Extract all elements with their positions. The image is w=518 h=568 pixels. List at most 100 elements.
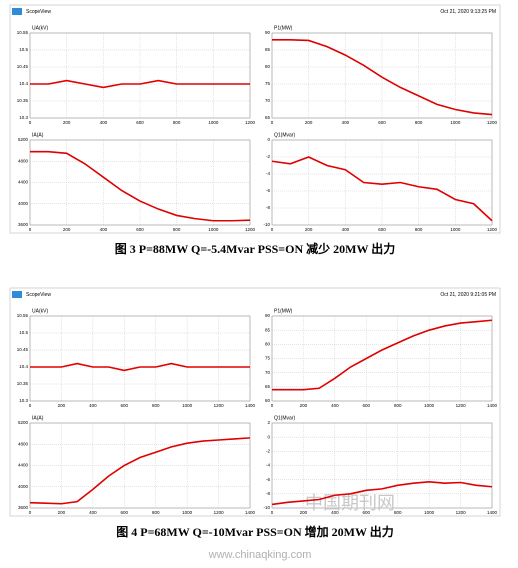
x-tick-label: 800 [152, 510, 160, 515]
y-tick-label: -4 [266, 463, 270, 468]
chart-label: Q1(Mvar) [274, 132, 295, 138]
y-tick-label: -10 [263, 505, 270, 510]
x-tick-label: 0 [29, 120, 32, 125]
y-tick-label: 10.55 [17, 313, 29, 318]
chart-label: P1(MW) [274, 25, 293, 31]
x-tick-label: 0 [271, 120, 274, 125]
y-tick-label: -6 [266, 188, 270, 193]
y-tick-label: 4000 [18, 484, 29, 489]
signal-line [272, 38, 493, 116]
y-tick-label: -2 [266, 449, 270, 454]
x-tick-label: 1000 [208, 120, 219, 125]
signal-line [30, 362, 250, 372]
y-tick-label: 0 [267, 137, 270, 142]
y-tick-label: 10.5 [19, 47, 28, 52]
chart-label: IA(A) [32, 132, 44, 138]
signal-line [271, 156, 493, 222]
x-tick-label: 0 [271, 227, 274, 232]
y-tick-label: 10.5 [19, 330, 28, 335]
y-tick-label: -8 [266, 205, 270, 210]
x-tick-label: 1000 [450, 120, 461, 125]
x-tick-label: 200 [63, 227, 71, 232]
y-tick-label: 2 [267, 420, 270, 425]
y-tick-label: 85 [265, 47, 271, 52]
signal-line [30, 150, 251, 222]
x-tick-label: 200 [63, 120, 71, 125]
y-tick-label: 5200 [18, 420, 29, 425]
y-tick-label: 4800 [18, 158, 29, 163]
watermark-name: 中国期刊网 [305, 493, 395, 513]
x-tick-label: 1200 [245, 120, 256, 125]
x-tick-label: 1200 [214, 403, 225, 408]
x-tick-label: 600 [378, 227, 386, 232]
y-tick-label: -2 [266, 154, 270, 159]
x-tick-label: 200 [305, 227, 313, 232]
y-tick-label: -6 [266, 477, 270, 482]
y-tick-label: 10.4 [19, 364, 28, 369]
app-icon [12, 8, 22, 15]
y-tick-label: 75 [265, 81, 271, 86]
x-tick-label: 1200 [487, 227, 498, 232]
y-tick-label: 90 [265, 30, 271, 35]
chart-label: UA(kV) [32, 25, 48, 31]
x-tick-label: 1200 [456, 403, 467, 408]
x-tick-label: 800 [173, 120, 181, 125]
x-tick-label: 800 [415, 227, 423, 232]
x-tick-label: 0 [29, 510, 32, 515]
x-tick-label: 800 [173, 227, 181, 232]
app-name: ScopeView [26, 292, 51, 298]
x-tick-label: 1200 [214, 510, 225, 515]
signal-line [272, 319, 493, 391]
x-tick-label: 200 [58, 403, 66, 408]
x-tick-label: 1400 [487, 510, 498, 515]
y-tick-label: 90 [265, 313, 271, 318]
y-tick-label: 0 [267, 434, 270, 439]
x-tick-label: 600 [378, 120, 386, 125]
x-tick-label: 1000 [182, 403, 193, 408]
chart-label: Q1(Mvar) [274, 415, 295, 421]
x-tick-label: 0 [29, 403, 32, 408]
y-tick-label: -4 [266, 171, 270, 176]
y-tick-label: 10.35 [17, 98, 29, 103]
y-tick-label: 4000 [18, 201, 29, 206]
app-name: ScopeView [26, 9, 51, 15]
plot-frame [29, 315, 251, 402]
x-tick-label: 600 [363, 403, 371, 408]
figure-frame [9, 4, 501, 234]
y-tick-label: 85 [265, 327, 271, 332]
y-tick-label: 80 [265, 64, 271, 69]
x-tick-label: 400 [89, 510, 97, 515]
x-tick-label: 400 [100, 120, 108, 125]
x-tick-label: 1000 [182, 510, 193, 515]
x-tick-label: 1400 [245, 510, 256, 515]
figure-caption: 图 3 P=88MW Q=-5.4Mvar PSS=ON 减少 20MW 出力 [115, 241, 396, 256]
chart-label: IA(A) [32, 415, 44, 421]
x-tick-label: 400 [331, 510, 339, 515]
y-tick-label: 10.35 [17, 381, 29, 386]
x-tick-label: 600 [121, 403, 129, 408]
x-tick-label: 400 [331, 403, 339, 408]
y-tick-label: 80 [265, 342, 271, 347]
y-tick-label: -10 [263, 222, 270, 227]
y-tick-label: 10.45 [17, 64, 29, 69]
x-tick-label: 600 [121, 510, 129, 515]
timestamp: Oct 21, 2020 9:21:05 PM [440, 292, 496, 298]
y-tick-label: 10.3 [19, 115, 28, 120]
y-tick-label: 4400 [18, 463, 29, 468]
x-tick-label: 800 [415, 120, 423, 125]
y-tick-label: 70 [265, 98, 271, 103]
figure-frame [9, 287, 501, 517]
y-tick-label: -8 [266, 491, 270, 496]
y-tick-label: 3600 [18, 222, 29, 227]
x-tick-label: 400 [89, 403, 97, 408]
timestamp: Oct 21, 2020 9:13:25 PM [440, 9, 496, 15]
app-icon [12, 291, 22, 298]
x-tick-label: 0 [271, 403, 274, 408]
y-tick-label: 10.3 [19, 398, 28, 403]
x-tick-label: 200 [58, 510, 66, 515]
watermark-url: www.chinaqking.com [208, 549, 312, 561]
y-tick-label: 3600 [18, 505, 29, 510]
y-tick-label: 4800 [18, 441, 29, 446]
x-tick-label: 400 [342, 227, 350, 232]
y-tick-label: 75 [265, 356, 271, 361]
